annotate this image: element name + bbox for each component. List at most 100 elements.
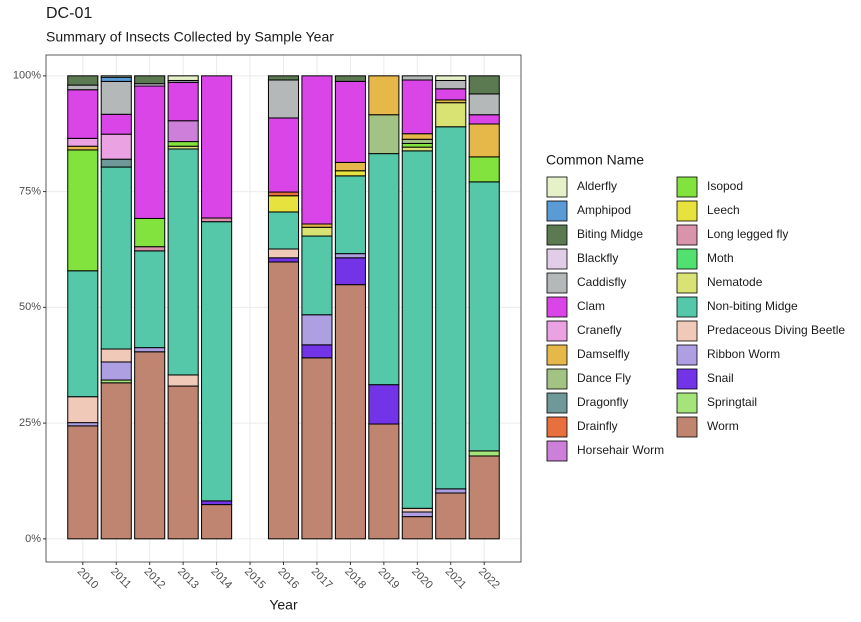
bar-segment: [134, 351, 166, 540]
bar-segment: [401, 146, 433, 152]
legend-key: [546, 344, 568, 366]
bar-segment: [267, 75, 300, 81]
bar-segment: [301, 344, 333, 359]
bar-segment: [368, 384, 400, 425]
bar-segment: [301, 357, 333, 540]
legend-key: [676, 416, 698, 438]
legend-label: Biting Midge: [577, 227, 643, 241]
bar-segment: [334, 257, 366, 286]
x-tick-label: 2022: [476, 566, 502, 592]
legend-key: [676, 320, 698, 342]
x-tick-label: 2013: [175, 566, 201, 592]
bar-segment: [468, 93, 500, 116]
bar-segment: [100, 348, 132, 363]
legend-key: [676, 248, 698, 270]
x-tick-label: 2019: [376, 566, 402, 592]
x-tick-label: 2020: [409, 566, 435, 592]
bar-segment: [100, 80, 132, 115]
legend-label: Springtail: [707, 395, 757, 409]
x-axis-label: Year: [269, 597, 298, 613]
legend-key: [546, 296, 568, 318]
bar-segment: [100, 133, 132, 160]
bar-segment: [267, 117, 300, 193]
y-tick-label: 50%: [19, 301, 41, 313]
bar-segment: [334, 75, 366, 82]
bar-segment: [100, 166, 132, 350]
bar-segment: [334, 170, 366, 177]
legend-key: [676, 272, 698, 294]
bar-segment: [67, 75, 99, 86]
legend-label: Long legged fly: [707, 227, 788, 241]
bar-segment: [334, 284, 366, 540]
bar-segment: [435, 79, 467, 90]
bar-segment: [435, 88, 467, 101]
bar-segment: [435, 492, 467, 540]
legend-key: [546, 176, 568, 198]
bar-segment: [167, 75, 199, 81]
legend-label: Leech: [707, 203, 740, 217]
bar-segment: [401, 507, 433, 513]
legend-key: [546, 224, 568, 246]
bar-segment: [401, 75, 433, 81]
legend-label: Alderfly: [577, 179, 617, 193]
bar-segment: [267, 191, 300, 197]
legend-key: [676, 176, 698, 198]
legend-label: Non-biting Midge: [707, 299, 798, 313]
bar-segment: [167, 120, 199, 143]
y-tick-label: 25%: [19, 417, 41, 429]
bar-segment: [201, 500, 233, 506]
bar-segment: [334, 253, 366, 259]
legend-key: [546, 440, 568, 462]
legend-label: Nematode: [707, 275, 763, 289]
chart-subtitle: Summary of Insects Collected by Sample Y…: [46, 29, 334, 45]
bar-segment: [334, 161, 366, 172]
bar-segment: [468, 75, 500, 95]
bar-segment: [100, 113, 132, 135]
legend-label: Snail: [707, 371, 734, 385]
bar-segment: [100, 382, 132, 540]
legend-key: [546, 368, 568, 390]
legend-key: [676, 368, 698, 390]
x-tick-label: 2021: [443, 566, 469, 592]
bar-segment: [267, 248, 300, 259]
bar-segment: [468, 450, 500, 457]
bar-segment: [368, 114, 400, 155]
bar-segment: [401, 516, 433, 540]
legend-key: [546, 272, 568, 294]
bar-segment: [67, 149, 99, 272]
y-tick-label: 100%: [13, 70, 41, 82]
bar-segment: [134, 246, 166, 252]
bar-segment: [67, 137, 99, 147]
legend-label: Moth: [707, 251, 734, 265]
legend-label: Amphipod: [577, 203, 631, 217]
bar-segment: [67, 396, 99, 424]
bar-segment: [401, 142, 433, 148]
legend-title: Common Name: [546, 152, 644, 168]
y-tick-label: 0%: [25, 533, 41, 545]
legend-key: [676, 344, 698, 366]
bar-segment: [267, 261, 300, 540]
legend-label: Horsehair Worm: [577, 443, 664, 457]
bar-segment: [267, 79, 300, 119]
bar-segment: [368, 153, 400, 386]
bar-segment: [435, 488, 467, 494]
bar-segment: [100, 75, 132, 78]
legend-key: [546, 416, 568, 438]
bar-segment: [368, 423, 400, 540]
bar-segment: [167, 141, 199, 147]
bar-segment: [134, 347, 166, 353]
bar-segment: [134, 250, 166, 349]
bar-segment: [201, 217, 233, 223]
x-tick-label: 2010: [75, 566, 101, 592]
bar-segment: [67, 425, 99, 540]
bar-segment: [301, 314, 333, 346]
bar-segment: [401, 150, 433, 509]
bar-segment: [267, 195, 300, 213]
y-tick-label: 75%: [19, 185, 41, 197]
bar-segment: [401, 511, 433, 518]
bar-segment: [67, 84, 99, 91]
bar-segment: [435, 75, 467, 81]
legend-key: [546, 200, 568, 222]
bar-segment: [301, 235, 333, 316]
bar-segment: [468, 181, 500, 452]
